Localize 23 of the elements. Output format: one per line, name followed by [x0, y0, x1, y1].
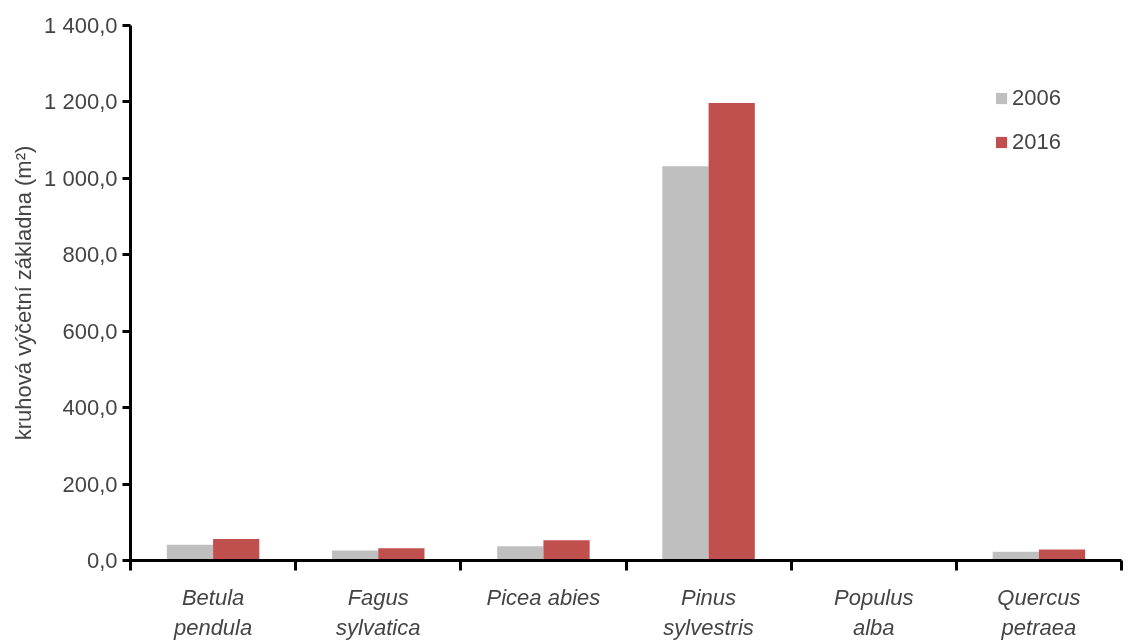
x-tick-label: Betula pendula [172, 584, 253, 640]
legend-label: 2006 [1012, 85, 1061, 111]
y-axis-title: kruhová výčetní základna (m²) [11, 145, 37, 441]
bar [497, 546, 544, 561]
bar [543, 540, 590, 561]
y-tick-label: 1 200,0 [44, 89, 118, 115]
legend-label: 2016 [1012, 129, 1061, 155]
bar [662, 166, 709, 561]
y-tick-label: 800,0 [62, 242, 118, 268]
x-tick-label: Quercus petraea [997, 584, 1081, 640]
bar [708, 103, 755, 561]
y-tick-label: 600,0 [62, 318, 118, 344]
y-tick-label: 200,0 [62, 471, 118, 497]
y-tick-label: 1 000,0 [44, 165, 118, 191]
x-tick-label: Picea abies [486, 584, 601, 610]
bar [1038, 549, 1086, 561]
x-tick-label: Pinus sylvestris [663, 584, 754, 640]
y-tick-label: 1 400,0 [44, 13, 118, 38]
y-tick-label: 0,0 [86, 548, 118, 573]
bar [213, 539, 260, 561]
y-tick-label: 400,0 [62, 395, 118, 421]
x-tick-label: Populus alba [834, 584, 914, 640]
x-tick-label: Fagus sylvatica [336, 584, 421, 640]
